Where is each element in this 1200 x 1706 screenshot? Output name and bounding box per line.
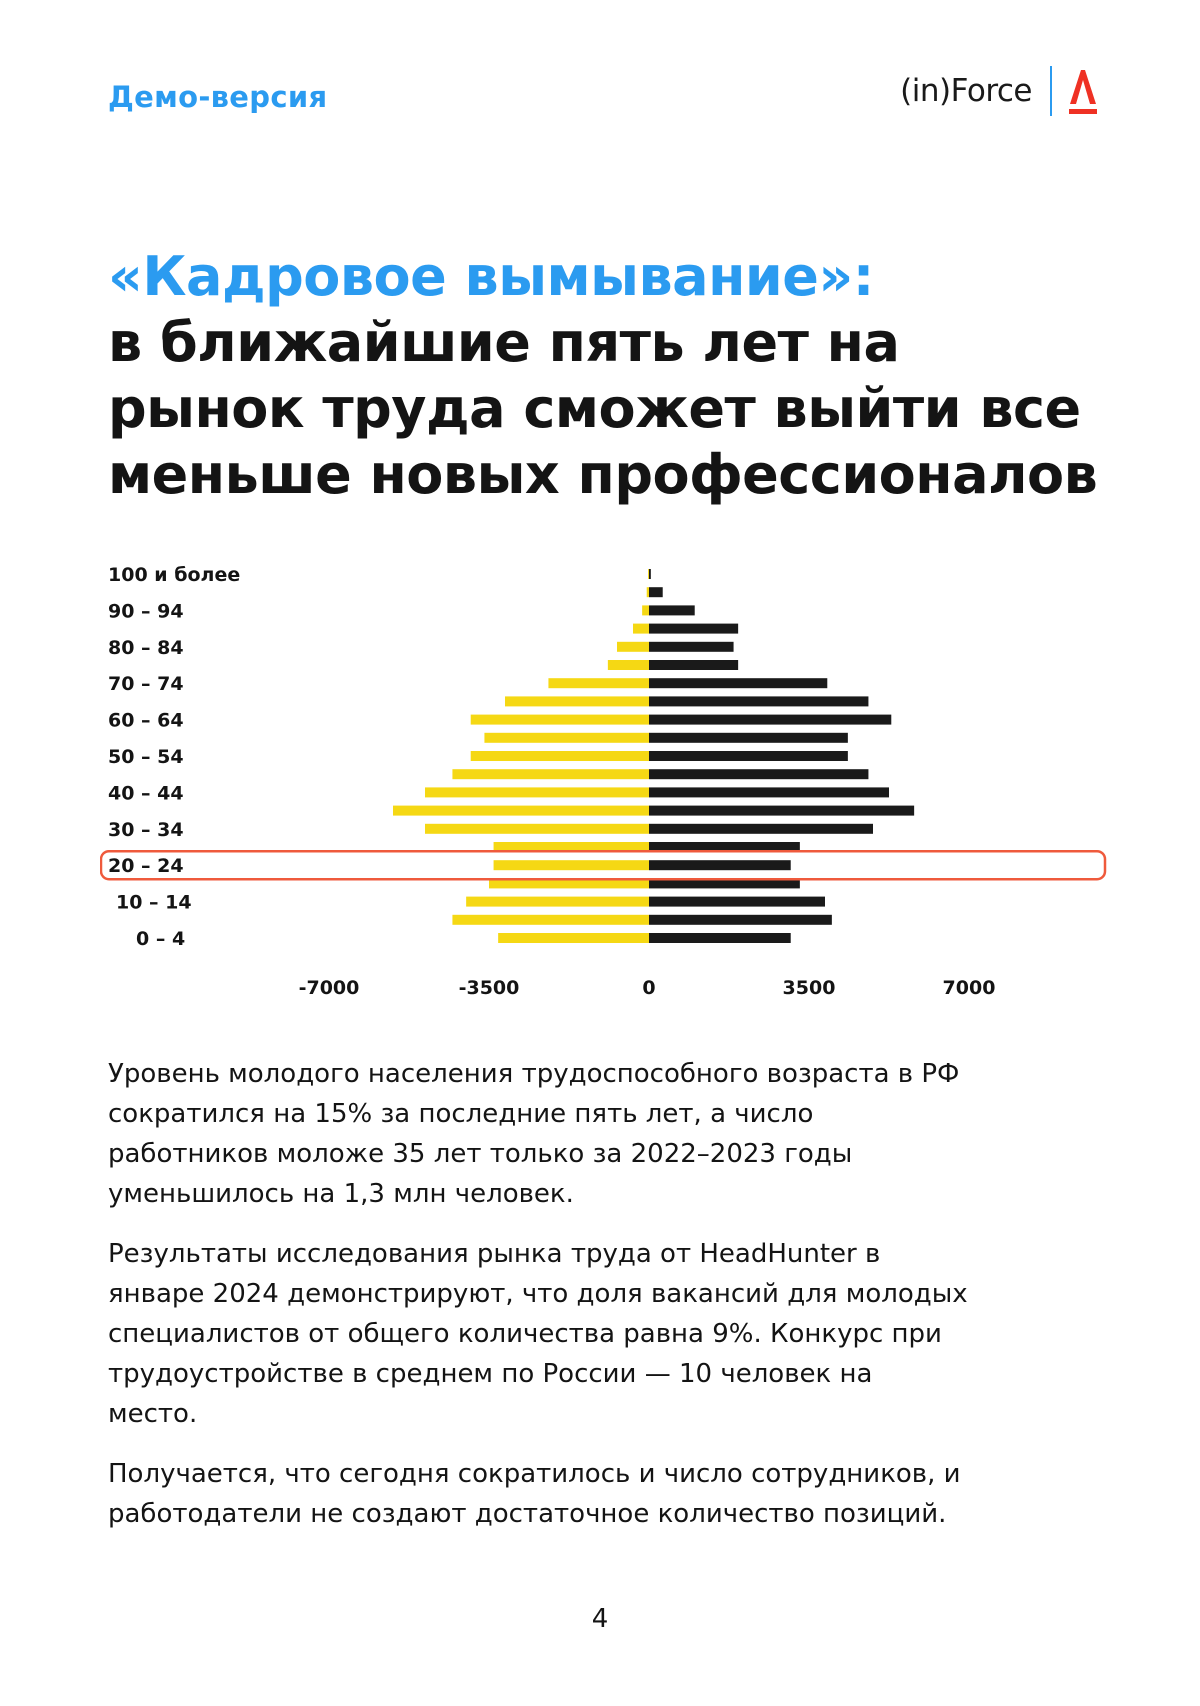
- age-label: 20 – 24: [108, 855, 184, 877]
- body-text: Уровень молодого населения трудоспособно…: [108, 1054, 968, 1554]
- paragraph-3: Получается, что сегодня сократилось и чи…: [108, 1459, 961, 1529]
- age-label: 60 – 64: [108, 710, 184, 732]
- paragraph-1: Уровень молодого населения трудоспособно…: [108, 1059, 960, 1209]
- bar-right-16: [649, 641, 734, 652]
- age-label: 0 – 4: [136, 928, 185, 950]
- age-label: 50 – 54: [108, 746, 184, 768]
- bar-right-5: [649, 842, 800, 852]
- bar-left-20: [648, 569, 650, 579]
- bar-right-1: [649, 914, 832, 925]
- bar-right-13: [649, 696, 869, 707]
- population-pyramid-chart: 0 – 4 10 – 14 20 – 24 30 – 34 40 – 44 50 – 54…: [99, 562, 1110, 1006]
- bar-left-8: [425, 787, 649, 798]
- x-tick-label: 7000: [943, 977, 996, 999]
- bar-right-18: [649, 605, 695, 616]
- bar-right-14: [649, 678, 828, 689]
- bar-left-19: [646, 587, 649, 598]
- brand-header: (in)Force: [900, 62, 1100, 120]
- bar-right-3: [649, 878, 800, 889]
- x-tick-label: 0: [642, 977, 655, 999]
- bar-right-12: [649, 714, 892, 725]
- bar-left-0: [498, 933, 649, 943]
- bar-right-11: [649, 732, 848, 743]
- bar-right-10: [649, 751, 848, 761]
- bar-left-5: [493, 842, 649, 852]
- bar-right-20: [649, 569, 651, 579]
- bar-left-6: [425, 823, 649, 834]
- bar-left-18: [642, 605, 649, 616]
- bar-left-11: [484, 732, 649, 743]
- x-tick-label: 3500: [783, 977, 836, 999]
- demo-version-label: Демо-версия: [108, 80, 328, 114]
- bar-right-7: [649, 805, 915, 816]
- age-label: 90 – 94: [108, 600, 184, 622]
- bar-right-8: [649, 787, 889, 798]
- page-number: 4: [591, 1604, 609, 1634]
- age-label: 10 – 14: [116, 892, 192, 914]
- bar-right-0: [649, 933, 791, 943]
- bar-right-4: [649, 860, 791, 871]
- page-title: «Кадровое вымывание»: в ближайшие пять л…: [108, 244, 1108, 508]
- highlight-box: [99, 849, 1107, 881]
- title-accent: «Кадровое вымывание»:: [108, 245, 874, 308]
- bar-left-2: [466, 896, 649, 907]
- title-rest: в ближайшие пять лет на рынок труда смож…: [108, 311, 1098, 506]
- bar-right-15: [649, 660, 739, 670]
- bar-right-2: [649, 896, 825, 907]
- age-label: 100 и более: [108, 564, 240, 586]
- bar-right-17: [649, 623, 739, 634]
- bar-left-10: [470, 751, 649, 761]
- bar-left-1: [452, 914, 649, 925]
- paragraph-2: Результаты исследования рынка труда от H…: [108, 1239, 968, 1429]
- x-tick-label: -3500: [459, 977, 520, 999]
- bar-left-17: [633, 623, 649, 634]
- age-label: 40 – 44: [108, 782, 184, 804]
- bar-left-15: [607, 660, 649, 670]
- age-label: 70 – 74: [108, 673, 184, 695]
- age-label: 30 – 34: [108, 819, 184, 841]
- chart-canvas: 0 – 4 10 – 14 20 – 24 30 – 34 40 – 44 50 – 54…: [99, 564, 1107, 999]
- bar-left-4: [493, 860, 649, 871]
- bar-left-12: [470, 714, 649, 725]
- bar-right-9: [649, 769, 869, 780]
- alfa-a-logo-icon: [1066, 66, 1100, 116]
- inforce-logo-text: (in)Force: [900, 73, 1032, 109]
- bar-left-3: [489, 878, 649, 889]
- bar-left-9: [452, 769, 649, 780]
- bar-left-14: [548, 678, 649, 689]
- bar-right-19: [649, 587, 663, 598]
- bar-left-7: [393, 805, 649, 816]
- x-tick-label: -7000: [299, 977, 360, 999]
- bar-left-13: [505, 696, 649, 707]
- bar-right-6: [649, 823, 873, 834]
- age-label: 80 – 84: [108, 637, 184, 659]
- brand-divider: [1050, 66, 1052, 116]
- bar-left-16: [617, 641, 649, 652]
